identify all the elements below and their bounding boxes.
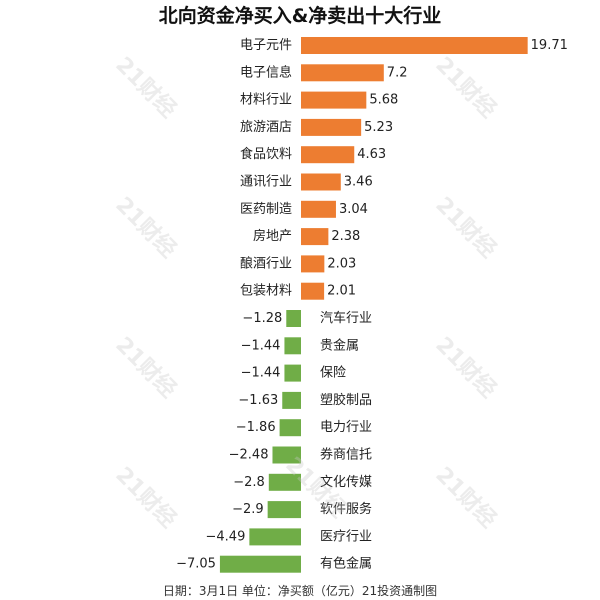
chart-title: 北向资金净买入&净卖出十大行业 (158, 5, 442, 27)
value-label: 2.03 (327, 256, 356, 271)
category-label: 文化传媒 (320, 475, 372, 490)
value-label: 19.71 (531, 38, 568, 53)
category-label: 医药制造 (240, 202, 292, 217)
bar-9 (301, 255, 325, 273)
value-label: −2.48 (229, 448, 269, 463)
category-label: 房地产 (253, 228, 292, 244)
value-label: −4.49 (206, 529, 246, 544)
bar-8 (301, 228, 329, 246)
value-label: 5.23 (364, 120, 393, 135)
bar-18 (267, 501, 301, 519)
category-label: 券商信托 (320, 447, 372, 463)
bar-4 (301, 118, 362, 136)
bar-2 (301, 64, 384, 82)
bar-5 (301, 146, 355, 164)
bar-13 (284, 364, 301, 382)
value-label: −1.86 (236, 420, 276, 435)
bar-12 (284, 337, 301, 355)
bar-7 (301, 200, 336, 218)
category-label: 食品饮料 (240, 146, 292, 162)
value-label: −1.44 (241, 338, 281, 353)
value-label: 3.46 (344, 175, 373, 190)
bar-16 (272, 446, 301, 464)
bar-10 (301, 282, 325, 300)
value-label: −1.44 (241, 366, 281, 381)
bar-20 (219, 555, 301, 573)
category-label: 软件服务 (320, 501, 372, 517)
category-label: 有色金属 (320, 556, 372, 572)
value-label: 5.68 (369, 93, 398, 108)
value-label: −2.9 (232, 502, 264, 517)
category-label: 电子元件 (240, 38, 292, 53)
value-label: −1.63 (238, 393, 278, 408)
category-label: 电力行业 (320, 420, 372, 435)
category-label: 包装材料 (240, 284, 292, 299)
category-label: 贵金属 (320, 337, 359, 353)
value-label: 7.2 (387, 65, 408, 80)
category-label: 汽车行业 (320, 310, 372, 326)
value-label: 2.01 (327, 284, 356, 299)
bar-3 (301, 91, 367, 109)
category-label: 医疗行业 (320, 529, 372, 544)
value-label: 2.38 (331, 229, 360, 244)
category-label: 保险 (320, 366, 346, 381)
value-label: 4.63 (357, 147, 386, 162)
category-label: 塑胶制品 (320, 392, 372, 408)
value-label: −1.28 (242, 311, 282, 326)
bar-6 (301, 173, 341, 191)
category-label: 电子信息 (240, 64, 292, 80)
bar-15 (279, 419, 301, 437)
bar-1 (301, 37, 528, 54)
bar-14 (282, 391, 301, 409)
chart-footer-note: 日期：3月1日 单位：净买额（亿元）21投资通制图 (162, 584, 438, 598)
category-label: 旅游酒店 (240, 120, 292, 135)
category-label: 通讯行业 (240, 175, 292, 190)
bar-11 (286, 310, 301, 327)
bar-19 (249, 528, 301, 546)
value-label: 3.04 (339, 202, 368, 217)
value-label: −7.05 (176, 557, 216, 572)
bar-17 (268, 473, 301, 491)
category-label: 材料行业 (240, 93, 292, 108)
value-label: −2.8 (233, 475, 265, 490)
category-label: 酿酒行业 (240, 255, 292, 271)
